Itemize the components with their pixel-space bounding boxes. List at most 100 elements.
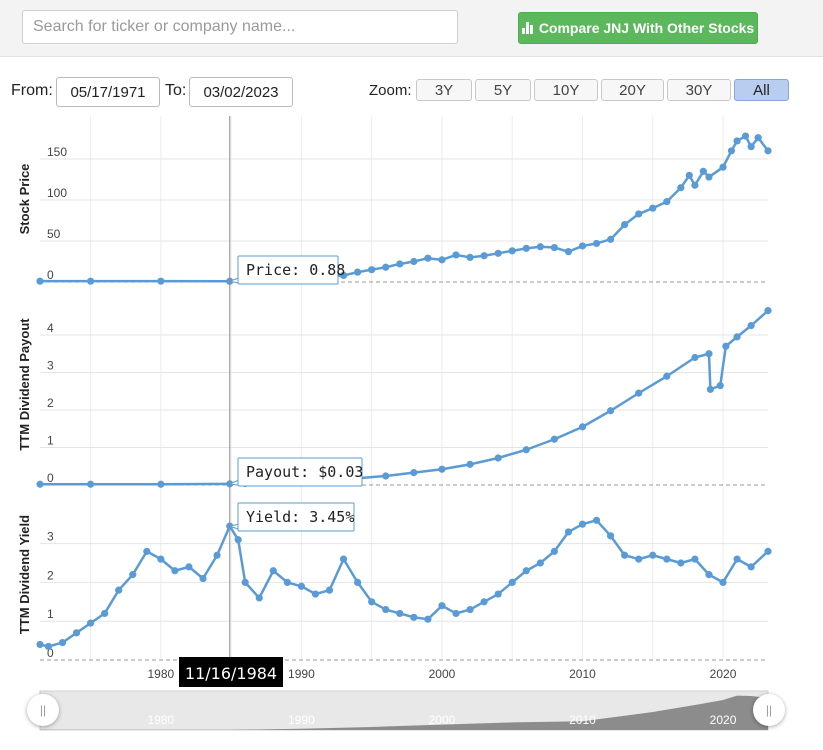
data-point bbox=[410, 257, 418, 266]
to-label: To: bbox=[165, 82, 187, 99]
stock-chart[interactable]: 0 50 100 150 Stock Price 0 1 2 3 4 TTM Dividend Pa… bbox=[0, 110, 823, 750]
zoom-30y-button[interactable]: 30Y bbox=[667, 79, 731, 101]
data-point bbox=[157, 480, 165, 488]
zoom-20y-button[interactable]: 20Y bbox=[601, 79, 664, 101]
data-point bbox=[663, 372, 671, 380]
data-point bbox=[522, 567, 530, 575]
data-point bbox=[382, 472, 390, 480]
zoom-3y-button[interactable]: 3Y bbox=[416, 79, 472, 101]
data-point bbox=[649, 204, 657, 212]
data-point bbox=[171, 567, 179, 575]
data-point bbox=[747, 563, 755, 571]
data-point bbox=[396, 609, 404, 618]
data-point bbox=[733, 137, 741, 145]
navigator-tick-label: 2000 bbox=[429, 713, 456, 727]
x-tick-label: 1990 bbox=[288, 667, 315, 681]
data-point bbox=[764, 147, 772, 155]
data-point bbox=[635, 555, 643, 563]
data-point bbox=[722, 342, 730, 350]
data-point bbox=[663, 555, 671, 563]
compare-button-label: Compare JNJ With Other Stocks bbox=[538, 20, 755, 36]
bar-chart-icon bbox=[521, 22, 533, 34]
data-point bbox=[550, 435, 558, 443]
data-point bbox=[452, 251, 460, 259]
price-tooltip-box bbox=[237, 255, 339, 285]
data-point bbox=[143, 547, 151, 555]
x-tick-label: 1980 bbox=[148, 667, 175, 681]
y-tick-label: 4 bbox=[47, 321, 54, 335]
data-point bbox=[764, 307, 772, 315]
top-toolbar: Compare JNJ With Other Stocks bbox=[0, 0, 823, 57]
data-point bbox=[705, 571, 713, 579]
y-tick-label: 2 bbox=[47, 568, 54, 582]
data-point bbox=[578, 242, 587, 250]
data-point bbox=[368, 266, 376, 274]
data-point bbox=[72, 629, 81, 637]
data-point bbox=[621, 551, 629, 559]
data-point bbox=[606, 407, 615, 415]
data-point bbox=[727, 147, 736, 155]
y-axis-title: TTM Dividend Payout bbox=[17, 318, 32, 451]
data-point bbox=[550, 547, 558, 555]
data-point bbox=[705, 350, 713, 358]
data-point bbox=[255, 594, 263, 602]
data-point bbox=[157, 555, 165, 563]
data-point bbox=[677, 559, 685, 567]
data-point bbox=[550, 243, 558, 252]
from-date-input[interactable] bbox=[56, 77, 160, 107]
data-point bbox=[480, 598, 488, 606]
data-point bbox=[438, 465, 446, 473]
data-point bbox=[36, 480, 44, 488]
y-tick-label: 0 bbox=[47, 646, 54, 660]
data-point bbox=[115, 586, 123, 594]
navigator-tick-label: 2010 bbox=[569, 713, 596, 727]
data-point bbox=[649, 551, 657, 559]
data-point bbox=[297, 582, 306, 590]
data-point bbox=[508, 578, 516, 586]
y-tick-label: 3 bbox=[47, 530, 54, 544]
data-point bbox=[101, 609, 109, 618]
x-tick-label: 2020 bbox=[710, 667, 737, 681]
data-point bbox=[269, 567, 277, 575]
data-point bbox=[494, 590, 502, 598]
data-point bbox=[578, 423, 587, 431]
navigator-right-handle[interactable]: || bbox=[753, 694, 785, 726]
data-point bbox=[311, 590, 320, 598]
y-tick-label: 1 bbox=[47, 434, 54, 448]
y-tick-label: 0 bbox=[47, 268, 54, 282]
navigator-left-handle[interactable]: || bbox=[27, 694, 59, 726]
data-point bbox=[36, 277, 44, 285]
data-point bbox=[494, 249, 502, 257]
payout-tooltip-box bbox=[237, 457, 363, 487]
yield-tooltip-box bbox=[237, 502, 355, 532]
compare-stocks-button[interactable]: Compare JNJ With Other Stocks bbox=[518, 12, 758, 44]
x-tick-label: 2000 bbox=[429, 667, 456, 681]
crosshair-date-label: 11/16/1984 bbox=[185, 664, 277, 683]
search-input[interactable] bbox=[22, 10, 458, 44]
zoom-5y-button[interactable]: 5Y bbox=[475, 79, 531, 101]
zoom-10y-button[interactable]: 10Y bbox=[534, 79, 598, 101]
data-point bbox=[522, 446, 530, 454]
data-point bbox=[754, 134, 762, 142]
data-point bbox=[747, 143, 755, 151]
data-point bbox=[86, 619, 95, 627]
to-date-input[interactable] bbox=[189, 77, 293, 107]
data-point bbox=[185, 563, 193, 571]
data-point bbox=[234, 536, 242, 544]
data-point bbox=[368, 598, 376, 606]
data-point bbox=[424, 615, 432, 623]
zoom-all-button[interactable]: All bbox=[734, 79, 789, 101]
data-point bbox=[677, 184, 685, 192]
data-point bbox=[719, 578, 727, 586]
data-point bbox=[706, 385, 714, 393]
data-point bbox=[157, 277, 165, 285]
data-point bbox=[663, 198, 671, 206]
data-point bbox=[494, 454, 502, 462]
y-tick-label: 0 bbox=[47, 471, 54, 485]
zoom-label: Zoom: bbox=[369, 82, 412, 99]
data-point bbox=[86, 277, 95, 285]
x-tick-label: 2010 bbox=[569, 667, 596, 681]
from-label: From: bbox=[11, 82, 53, 99]
payout-tooltip-text: Payout: $0.03 bbox=[246, 463, 363, 481]
data-point bbox=[438, 256, 446, 264]
